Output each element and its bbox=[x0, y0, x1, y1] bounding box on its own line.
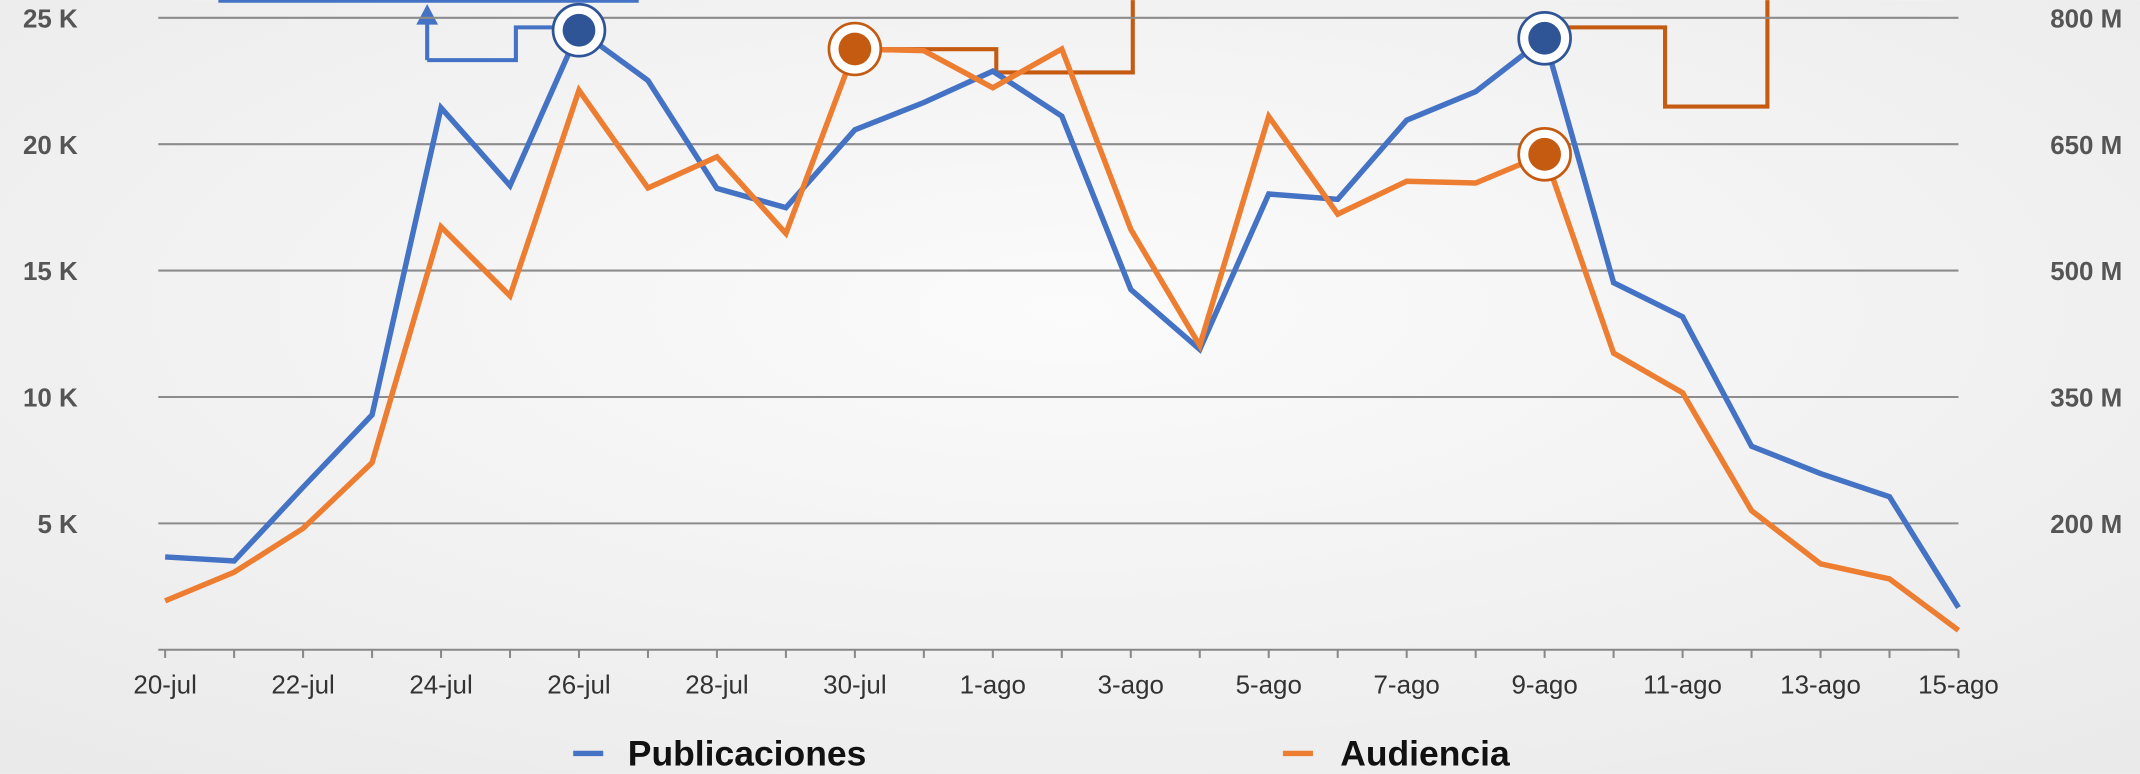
x-tick-label: 30-jul bbox=[823, 671, 886, 699]
x-tick-label: 26-jul bbox=[547, 671, 610, 699]
y-tick-label: 10 K bbox=[23, 385, 78, 413]
x-tick-label: 9-ago bbox=[1511, 671, 1577, 699]
y2-tick-label: 650 M bbox=[2050, 132, 2122, 160]
y-tick-label: 15 K bbox=[23, 258, 78, 286]
highlight-point bbox=[1528, 137, 1562, 171]
y-tick-label: 25 K bbox=[23, 5, 78, 33]
x-tick-label: 5-ago bbox=[1236, 671, 1302, 699]
x-tick-label: 28-jul bbox=[685, 671, 748, 699]
x-tick-label: 15-ago bbox=[1918, 671, 1999, 699]
y2-tick-label: 800 M bbox=[2050, 5, 2122, 33]
highlight-point bbox=[838, 32, 872, 66]
legend-label: Publicaciones bbox=[628, 734, 867, 774]
x-tick-label: 22-jul bbox=[271, 671, 334, 699]
series-line bbox=[164, 45, 1961, 633]
callout-arrow bbox=[416, 4, 439, 25]
x-tick-label: 7-ago bbox=[1374, 671, 1440, 699]
y2-tick-label: 200 M bbox=[2050, 511, 2122, 539]
x-tick-label: 1-ago bbox=[960, 671, 1026, 699]
y-tick-label: 20 K bbox=[23, 132, 78, 160]
x-tick-label: 24-jul bbox=[409, 671, 472, 699]
legend-label: Audiencia bbox=[1340, 734, 1510, 774]
series-line bbox=[164, 26, 1961, 609]
x-tick-label: 3-ago bbox=[1098, 671, 1164, 699]
x-tick-label: 13-ago bbox=[1780, 671, 1861, 699]
x-tick-label: 11-ago bbox=[1643, 671, 1722, 699]
legend: Publicaciones Audiencia bbox=[573, 734, 1510, 774]
y2-tick-label: 500 M bbox=[2050, 258, 2122, 286]
y-tick-label: 5 K bbox=[37, 511, 78, 539]
callout-connector bbox=[1566, 0, 1770, 109]
x-tick-label: 20-jul bbox=[133, 671, 196, 699]
callout-connector bbox=[427, 25, 571, 63]
highlight-point bbox=[1528, 21, 1562, 55]
y2-tick-label: 350 M bbox=[2050, 385, 2122, 413]
highlight-point bbox=[562, 13, 596, 47]
